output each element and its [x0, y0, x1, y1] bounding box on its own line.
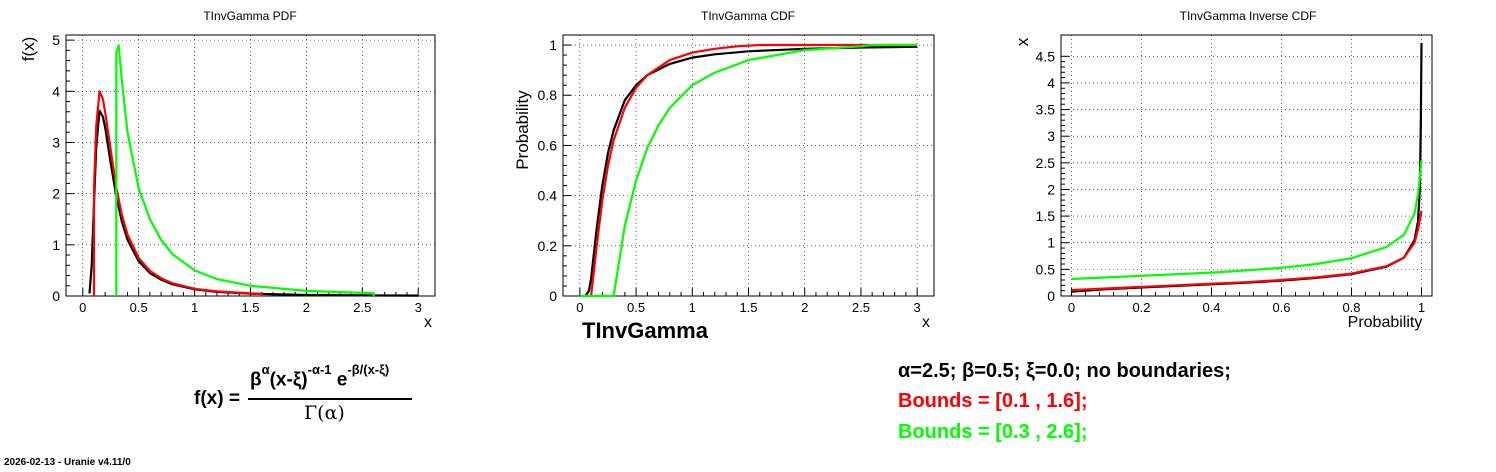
chart-title: TInvGamma PDF — [203, 9, 296, 23]
x-tick-label: 1 — [191, 300, 198, 315]
x-axis-label: Probability — [1348, 314, 1423, 331]
formula-num-e: e — [331, 369, 348, 391]
chart-2: 0 0.5 1 1.5 2 2.5 3 0 0.2 0.4 0.6 0.8 1 TInvGamma CDF… — [513, 9, 935, 331]
series-line-2 — [590, 43, 918, 297]
series-line-3 — [115, 44, 375, 296]
x-tick-label: 3 — [415, 300, 422, 315]
y-axis-label: f(x) — [19, 37, 38, 62]
y-tick-label: 2 — [52, 186, 60, 202]
x-axis-label: x — [922, 314, 930, 331]
plot-frame — [562, 34, 935, 297]
x-axis-label: x — [424, 314, 432, 331]
y-tick-label: 0.8 — [538, 87, 558, 103]
chart-title: TInvGamma Inverse CDF — [1180, 9, 1317, 23]
param-line-2: Bounds = [0.1 , 1.6]; — [898, 390, 1088, 412]
y-tick-label: 0.2 — [538, 238, 558, 254]
x-tick-label: 0.5 — [627, 300, 645, 315]
formula-fraction-bar — [248, 398, 412, 400]
y-tick-label: 1.5 — [1036, 208, 1056, 224]
formula-num-term: (x-ξ) — [269, 369, 308, 391]
formula-num-base-exp: α — [261, 362, 270, 377]
chart-3: 0 0.2 0.4 0.6 0.8 1 0 0.5 1 1.5 2 2.5 3 3.5 4 4.5 TInvGa… — [1013, 9, 1433, 331]
y-tick-label: 3.5 — [1036, 102, 1056, 118]
x-tick-label: 0 — [576, 300, 583, 315]
chart-title: TInvGamma CDF — [701, 9, 795, 23]
series-line-1 — [584, 45, 918, 297]
y-tick-label: 1 — [52, 237, 60, 253]
y-tick-label: 4 — [1047, 75, 1055, 91]
series-line-1 — [1071, 42, 1423, 293]
y-tick-label: 0.4 — [538, 188, 558, 204]
formula-lhs: f(x) = — [194, 388, 240, 409]
y-axis-label: Probability — [513, 90, 532, 170]
x-tick-label: 0.6 — [1272, 300, 1290, 315]
y-tick-label: 0 — [52, 288, 60, 304]
x-tick-label: 2 — [303, 300, 310, 315]
y-tick-label: 2.5 — [1036, 155, 1056, 171]
y-tick-label: 3 — [52, 134, 60, 150]
chart-1: 0 0.5 1 1.5 2 2.5 3 0 1 2 3 4 5 TInvGamma PDF x f(x) — [19, 9, 436, 331]
y-tick-label: 4.5 — [1036, 48, 1056, 64]
y-tick-label: 5 — [52, 32, 60, 48]
x-tick-label: 0 — [79, 300, 86, 315]
y-tick-label: 0.5 — [1036, 261, 1056, 277]
plot-frame — [1060, 34, 1433, 297]
x-tick-label: 1.5 — [739, 300, 757, 315]
y-tick-label: 0 — [549, 288, 557, 304]
formula-num-e-exp: -β/(x-ξ) — [347, 362, 390, 377]
y-tick-label: 0.6 — [538, 137, 558, 153]
y-tick-label: 1 — [549, 37, 557, 53]
x-tick-label: 1.5 — [241, 300, 259, 315]
y-tick-label: 3 — [1047, 128, 1055, 144]
x-tick-label: 0.2 — [1132, 300, 1150, 315]
x-tick-label: 0.5 — [130, 300, 148, 315]
y-tick-label: 4 — [52, 83, 60, 99]
y-tick-label: 2 — [1047, 181, 1055, 197]
x-tick-label: 0 — [1068, 300, 1075, 315]
formula-numerator: βα(x-ξ)-α-1 e-β/(x-ξ) — [250, 362, 389, 391]
formula-num-term-exp: -α-1 — [307, 362, 332, 377]
x-tick-label: 1 — [689, 300, 696, 315]
formula-num-base: β — [250, 369, 262, 391]
x-tick-label: 2.5 — [852, 300, 870, 315]
series-line-2 — [1071, 210, 1423, 292]
y-axis-label: x — [1013, 37, 1032, 46]
formula-denominator: Γ(α) — [304, 402, 345, 424]
center-label: TInvGamma — [582, 318, 708, 343]
series-line-3 — [1071, 160, 1423, 281]
param-line-1: α=2.5; β=0.5; ξ=0.0; no boundaries; — [898, 360, 1231, 382]
param-line-3: Bounds = [0.3 , 2.6]; — [898, 421, 1088, 443]
x-tick-label: 1 — [1418, 300, 1425, 315]
x-tick-label: 2 — [801, 300, 808, 315]
x-tick-label: 2.5 — [353, 300, 371, 315]
series-line-2 — [92, 90, 263, 296]
x-tick-label: 0.8 — [1342, 300, 1360, 315]
x-tick-label: 3 — [914, 300, 921, 315]
footer-text: 2026-02-13 - Uranie v4.11/0 — [4, 457, 131, 468]
y-tick-label: 0 — [1047, 288, 1055, 304]
pdf-formula: f(x) = βα(x-ξ)-α-1 e-β/(x-ξ) Γ(α) — [190, 362, 430, 432]
x-tick-label: 0.4 — [1202, 300, 1220, 315]
series-line-3 — [579, 43, 918, 298]
y-tick-label: 1 — [1047, 235, 1055, 251]
